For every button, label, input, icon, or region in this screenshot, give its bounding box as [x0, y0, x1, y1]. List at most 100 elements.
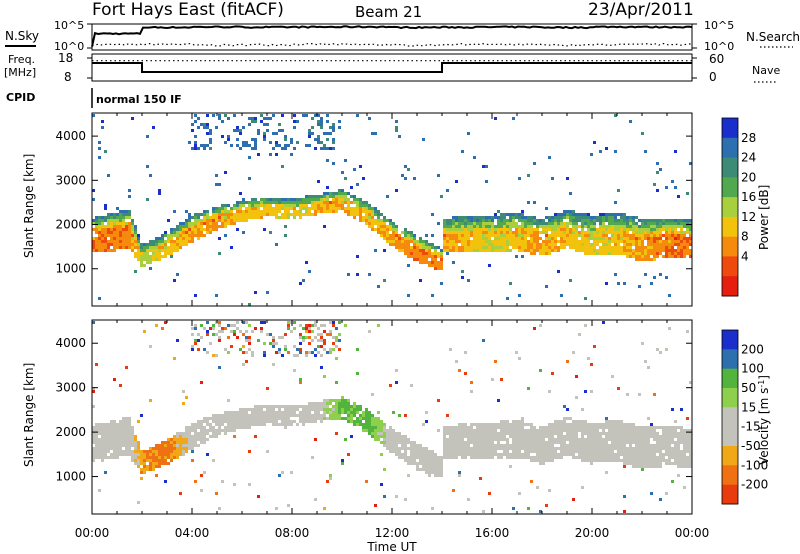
power-cell — [689, 231, 692, 234]
power-cell — [485, 219, 488, 222]
velocity-cell — [113, 441, 116, 444]
velocity-cell — [209, 426, 212, 429]
power-cell — [182, 225, 185, 228]
power-cell — [353, 195, 356, 198]
power-cell — [452, 249, 455, 252]
power-cell — [113, 225, 116, 228]
velocity-cell — [557, 441, 560, 444]
velocity-cell — [587, 426, 590, 429]
velocity-cell — [329, 417, 332, 420]
velocity-cell — [143, 330, 146, 333]
power-cell — [530, 219, 533, 222]
velocity-cell — [248, 420, 251, 423]
velocity-cell — [332, 417, 335, 420]
power-cell — [491, 243, 494, 246]
velocity-cell — [575, 423, 578, 426]
power-cell — [665, 255, 668, 258]
velocity-cell — [638, 441, 641, 444]
power-cell — [356, 204, 359, 207]
velocity-cell — [638, 438, 641, 441]
power-cell — [569, 237, 572, 240]
power-cell — [665, 231, 668, 234]
power-cell — [530, 252, 533, 255]
velocity-cell — [632, 432, 635, 435]
velocity-cell — [680, 432, 683, 435]
power-cell — [680, 234, 683, 237]
velocity-cell — [551, 453, 554, 456]
velocity-cell — [380, 441, 383, 444]
velocity-cell — [641, 468, 644, 471]
velocity-cell — [662, 432, 665, 435]
power-cell — [674, 225, 677, 228]
velocity-cell — [197, 426, 200, 429]
power-cell — [653, 231, 656, 234]
velocity-cell — [347, 420, 350, 423]
velocity-cell — [503, 426, 506, 429]
velocity-cell — [602, 444, 605, 447]
power-cell — [143, 243, 146, 246]
power-cell — [542, 231, 545, 234]
power-cell — [143, 258, 146, 261]
velocity-cell — [617, 387, 620, 390]
power-cell — [140, 252, 143, 255]
velocity-cell — [644, 426, 647, 429]
power-cell — [158, 243, 161, 246]
power-cell — [182, 234, 185, 237]
velocity-cell — [131, 432, 134, 435]
velocity-cell — [671, 426, 674, 429]
velocity-cell — [95, 426, 98, 429]
velocity-cell — [263, 423, 266, 426]
power-cell — [92, 240, 95, 243]
velocity-cell — [599, 423, 602, 426]
velocity-cell — [617, 450, 620, 453]
velocity-cell — [632, 426, 635, 429]
power-cell — [191, 222, 194, 225]
velocity-cell — [230, 417, 233, 420]
velocity-cell — [455, 435, 458, 438]
power-cell — [209, 132, 212, 135]
power-cell — [368, 207, 371, 210]
power-cell — [305, 201, 308, 204]
velocity-cell — [521, 435, 524, 438]
power-cell — [503, 225, 506, 228]
velocity-cell — [314, 324, 317, 327]
velocity-cell — [443, 444, 446, 447]
power-cell — [341, 171, 344, 174]
power-cell — [236, 228, 239, 231]
power-cell — [617, 225, 620, 228]
velocity-cell — [110, 432, 113, 435]
power-cell — [158, 255, 161, 258]
velocity-cell — [677, 426, 680, 429]
velocity-cell — [245, 423, 248, 426]
power-cell — [281, 147, 284, 150]
power-cell — [557, 213, 560, 216]
power-cell — [617, 228, 620, 231]
cpid-value: normal 150 IF — [96, 93, 182, 106]
power-cell — [260, 198, 263, 201]
velocity-cell — [278, 336, 281, 339]
power-cell — [536, 249, 539, 252]
velocity-cell — [578, 420, 581, 423]
velocity-cell — [344, 324, 347, 327]
velocity-cell — [464, 432, 467, 435]
velocity-cell — [479, 435, 482, 438]
power-cell — [113, 228, 116, 231]
power-cell — [572, 210, 575, 213]
power-cell — [239, 207, 242, 210]
velocity-cell — [233, 420, 236, 423]
power-cell — [371, 213, 374, 216]
velocity-cell — [470, 456, 473, 459]
power-cell — [392, 237, 395, 240]
power-cell — [437, 252, 440, 255]
velocity-cell — [212, 414, 215, 417]
power-cell — [587, 240, 590, 243]
power-cell — [551, 240, 554, 243]
velocity-cell — [665, 432, 668, 435]
power-cell — [407, 243, 410, 246]
power-cell — [353, 168, 356, 171]
power-cell — [563, 231, 566, 234]
velocity-cell — [263, 420, 266, 423]
power-cell — [329, 132, 332, 135]
power-cell — [299, 213, 302, 216]
power-cell — [563, 213, 566, 216]
